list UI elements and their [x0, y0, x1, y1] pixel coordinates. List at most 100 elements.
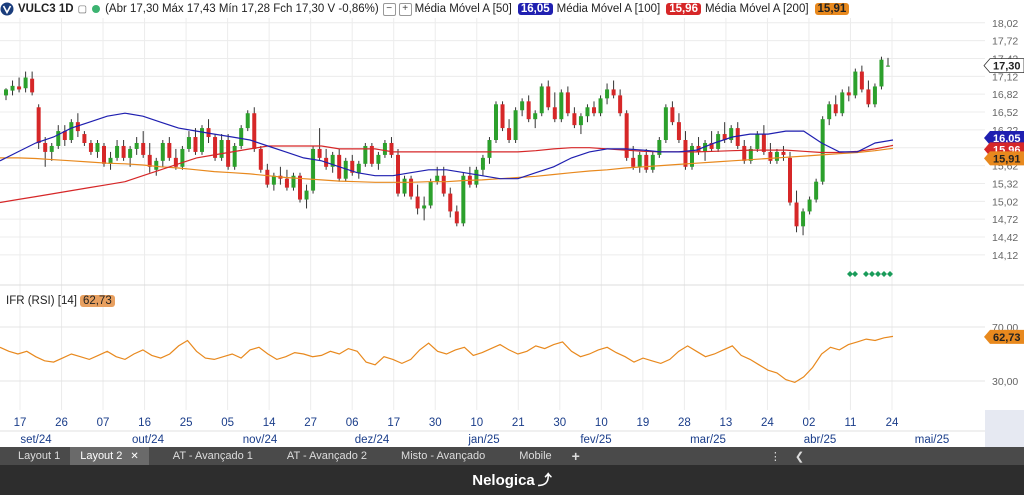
- more-tabs-icon[interactable]: ⋮: [769, 450, 781, 463]
- tab-misto-avancado[interactable]: Misto - Avançado: [391, 447, 495, 465]
- candle-body: [494, 104, 498, 141]
- candle-body: [755, 134, 760, 149]
- ma100-value-badge: 15,96: [666, 3, 701, 15]
- candle: [487, 137, 492, 164]
- candle-body: [82, 134, 87, 143]
- ma50-label[interactable]: Média Móvel A [50]: [414, 3, 512, 15]
- candle: [879, 56, 884, 90]
- x-day-tick-label: 27: [304, 417, 317, 429]
- candle-body: [552, 107, 557, 120]
- add-indicator-button[interactable]: +: [398, 2, 412, 16]
- candle: [396, 148, 400, 197]
- x-day-tick-label: 06: [346, 417, 359, 429]
- candle: [409, 175, 414, 200]
- x-day-tick-label: 19: [636, 417, 649, 429]
- candle-body: [23, 77, 28, 89]
- badge-label: 15,91: [993, 153, 1021, 165]
- candle-body: [343, 160, 348, 179]
- candle: [134, 137, 139, 155]
- candle: [141, 131, 146, 158]
- candle-body: [801, 211, 806, 227]
- tab-at-avancado-1[interactable]: AT - Avançado 1: [163, 447, 263, 465]
- candle: [644, 148, 649, 173]
- symbol-label[interactable]: VULC3 1D: [18, 3, 74, 15]
- rsi-label[interactable]: IFR (RSI) [14]: [6, 295, 77, 307]
- candle: [833, 95, 838, 117]
- x-month-tick-label: nov/24: [243, 434, 278, 446]
- candle-body: [43, 142, 48, 152]
- tab-label: Layout 1: [18, 450, 61, 462]
- badge-shape: [984, 58, 1024, 73]
- candle: [422, 196, 427, 221]
- candle-body: [428, 181, 433, 206]
- candle: [415, 184, 420, 215]
- candle: [108, 151, 113, 170]
- ma200-label[interactable]: Média Móvel A [200]: [704, 3, 809, 15]
- x-day-tick-label: 17: [14, 417, 27, 429]
- axis-corner: [985, 410, 1024, 447]
- candle-body: [526, 101, 531, 120]
- candle-body: [291, 175, 296, 188]
- candle: [526, 95, 531, 123]
- add-tab-icon[interactable]: +: [571, 448, 580, 464]
- candle-body: [369, 145, 374, 164]
- x-day-tick-label: 28: [678, 417, 691, 429]
- candle: [781, 145, 786, 161]
- image-icon[interactable]: ▢: [77, 3, 88, 15]
- x-day-tick-label: 30: [553, 417, 566, 429]
- candle: [552, 92, 557, 123]
- candle-body: [147, 154, 152, 167]
- candle-body: [859, 71, 864, 90]
- candle: [539, 83, 544, 117]
- candle-body: [748, 148, 753, 161]
- tab-layout-1[interactable]: Layout 1: [8, 447, 70, 465]
- candle: [43, 137, 48, 167]
- tab-mobile[interactable]: Mobile: [509, 447, 561, 465]
- candle-body: [10, 85, 15, 91]
- footer-bar: Nelogica ⤴: [0, 465, 1024, 495]
- candle-body: [239, 128, 244, 146]
- last-price-badge-border: [983, 58, 1024, 74]
- candle-body: [363, 145, 368, 164]
- candle: [559, 89, 564, 123]
- tab-at-avancado-2[interactable]: AT - Avançado 2: [277, 447, 377, 465]
- candle-body: [709, 142, 714, 149]
- close-icon[interactable]: ✕: [130, 450, 139, 462]
- candle-body: [141, 142, 146, 155]
- candle-body: [480, 157, 485, 170]
- x-day-tick-label: 16: [138, 417, 151, 429]
- x-month-tick-label: mar/25: [690, 434, 726, 446]
- candle: [650, 151, 655, 173]
- candle-body: [167, 142, 172, 158]
- x-month-tick-label: mai/25: [915, 434, 950, 446]
- candle-body: [872, 86, 877, 105]
- candle-body: [69, 122, 74, 141]
- tab-layout-2[interactable]: Layout 2 ✕: [70, 447, 149, 465]
- remove-indicator-button[interactable]: −: [382, 2, 396, 16]
- price-chart[interactable]: 18,0217,7217,4217,1216,8216,5216,2215,92…: [0, 0, 1024, 447]
- candle: [167, 137, 172, 161]
- candle-body: [833, 104, 838, 114]
- ma100-label[interactable]: Média Móvel A [100]: [556, 3, 661, 15]
- x-day-tick-label: 07: [97, 417, 110, 429]
- brand-logo: Nelogica: [472, 471, 535, 489]
- candle: [605, 83, 610, 105]
- tab-label: AT - Avançado 2: [286, 450, 368, 462]
- candle: [611, 80, 616, 99]
- x-month-tick-label: abr/25: [804, 434, 837, 446]
- candle: [147, 142, 152, 173]
- chart-background: [0, 0, 1024, 447]
- badge-label: 16,05: [993, 133, 1021, 145]
- x-month-tick-label: fev/25: [580, 434, 611, 446]
- chart-area[interactable]: 18,0217,7217,4217,1216,8216,5216,2215,92…: [0, 0, 1024, 447]
- candle-body: [317, 148, 322, 158]
- candle-body: [644, 154, 649, 170]
- candle: [95, 140, 100, 158]
- candle: [245, 110, 250, 132]
- candle: [56, 125, 61, 149]
- candle: [88, 140, 93, 155]
- ma50-line: [0, 112, 894, 180]
- scroll-left-icon[interactable]: ❮: [794, 450, 805, 463]
- candle: [480, 154, 485, 176]
- candle: [389, 137, 394, 158]
